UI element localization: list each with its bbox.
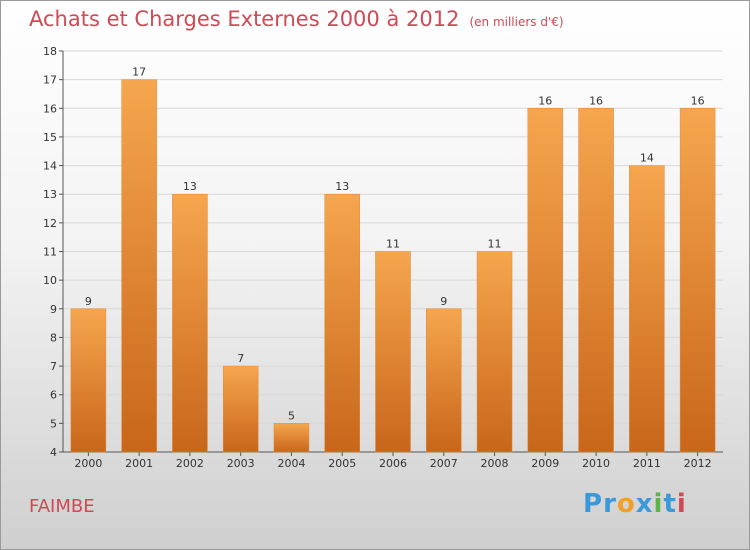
chart-title: Achats et Charges Externes 2000 à 2012 (e… (29, 7, 564, 31)
x-tick-label: 2004 (277, 457, 305, 470)
logo-letter: P (583, 489, 604, 519)
data-label: 16 (538, 94, 552, 107)
bar-2000 (70, 308, 107, 453)
proxiti-logo[interactable]: Proxiti (583, 489, 687, 519)
y-tick-label: 12 (43, 217, 57, 230)
bar-2011 (629, 165, 665, 453)
logo-letter: i (653, 489, 664, 519)
y-tick-label: 9 (50, 303, 57, 316)
y-tick-label: 16 (43, 102, 57, 115)
bar-2001 (121, 79, 157, 453)
data-label: 14 (640, 152, 654, 165)
y-tick-label: 15 (43, 131, 57, 144)
logo-letter: t (663, 489, 677, 519)
bar-2012 (679, 108, 716, 453)
y-tick-label: 10 (43, 274, 57, 287)
chart-subtitle: (en milliers d'€) (469, 15, 564, 29)
bar-2008 (476, 251, 513, 453)
y-tick-label: 8 (50, 331, 57, 344)
logo-letter: x (635, 489, 654, 519)
bar-2004 (273, 423, 310, 453)
y-tick-label: 18 (43, 45, 57, 58)
bar-2009 (527, 108, 564, 453)
y-tick-label: 14 (43, 160, 57, 173)
commune-name: FAIMBE (29, 496, 95, 517)
bar-2003 (222, 365, 259, 453)
logo-letter: i (676, 489, 687, 519)
y-tick-label: 11 (43, 246, 57, 259)
x-tick-label: 2000 (74, 457, 102, 470)
y-tick-label: 17 (43, 74, 57, 87)
data-label: 7 (237, 352, 244, 365)
x-tick-label: 2011 (633, 457, 661, 470)
data-label: 17 (132, 66, 146, 79)
bar-2006 (375, 251, 411, 453)
data-label: 13 (335, 180, 349, 193)
data-label: 16 (691, 94, 705, 107)
logo-letter: r (603, 489, 617, 519)
x-tick-label: 2006 (379, 457, 407, 470)
x-tick-label: 2001 (125, 457, 153, 470)
x-tick-label: 2010 (582, 457, 610, 470)
bar-2007 (426, 308, 462, 453)
x-tick-label: 2008 (481, 457, 509, 470)
y-tick-label: 6 (50, 389, 57, 402)
bar-2002 (172, 193, 208, 453)
x-tick-label: 2012 (684, 457, 712, 470)
x-tick-label: 2007 (430, 457, 458, 470)
x-tick-label: 2003 (227, 457, 255, 470)
x-tick-label: 2005 (328, 457, 356, 470)
data-label: 5 (288, 409, 295, 422)
y-tick-label: 7 (50, 360, 57, 373)
data-label: 11 (488, 238, 502, 251)
y-tick-label: 13 (43, 188, 57, 201)
data-label: 13 (183, 180, 197, 193)
logo-letter: o (616, 489, 636, 519)
x-tick-label: 2009 (531, 457, 559, 470)
data-label: 9 (85, 295, 92, 308)
y-tick-label: 5 (50, 417, 57, 430)
data-label: 9 (440, 295, 447, 308)
data-label: 16 (589, 94, 603, 107)
bar-2010 (578, 108, 614, 453)
bar-2005 (324, 193, 360, 453)
data-label: 11 (386, 238, 400, 251)
y-tick-label: 4 (50, 446, 57, 459)
x-tick-label: 2002 (176, 457, 204, 470)
